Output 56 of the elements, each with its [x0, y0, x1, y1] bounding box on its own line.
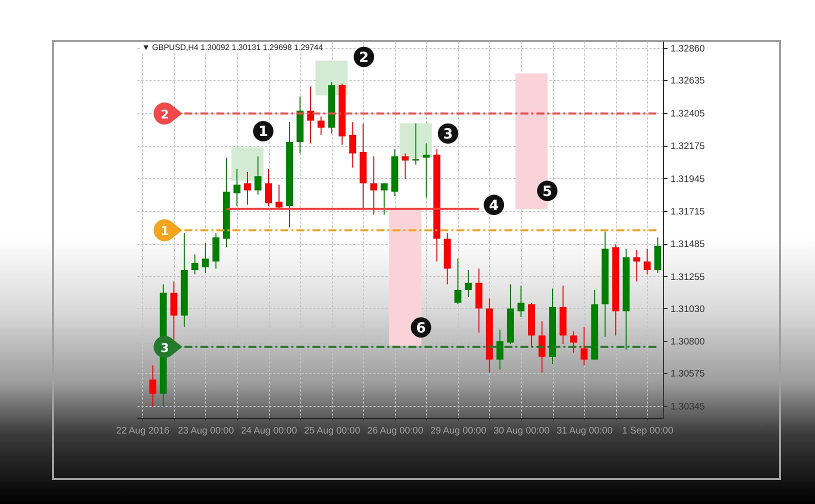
- candlestick: [380, 182, 388, 216]
- x-tick-label: 26 Aug 00:00: [367, 426, 424, 436]
- x-tick-label: 25 Aug 00:00: [304, 426, 360, 436]
- y-tick-label: 1.31945: [670, 174, 705, 185]
- candlestick: [276, 184, 282, 210]
- chart-title: ▼ GBPUSD,H4 1.30092 1.30131 1.29698 1.29744: [140, 42, 325, 53]
- candlestick: [633, 250, 640, 282]
- y-tick-label: 1.32405: [670, 108, 705, 120]
- candlestick: [170, 280, 178, 340]
- candlestick: [233, 168, 240, 207]
- candlestick: [318, 116, 325, 136]
- y-tick-label: 1.31715: [670, 206, 705, 218]
- x-tick-label: 29 Aug 00:00: [430, 426, 486, 436]
- candlestick: [518, 285, 524, 318]
- x-tick-label: 24 Aug 00:00: [241, 426, 297, 436]
- candlestick: [644, 248, 651, 275]
- candlestick: [349, 122, 356, 168]
- series-label: 6: [416, 320, 426, 336]
- candlestick: [570, 330, 578, 354]
- x-tick-label: 23 Aug 00:00: [178, 426, 234, 436]
- series-label: 1: [160, 224, 169, 238]
- y-tick-label: 1.32860: [670, 44, 705, 55]
- candlestick: [496, 329, 504, 370]
- candlestick: [202, 242, 209, 274]
- candlestick: [149, 364, 156, 408]
- candlestick: [191, 254, 198, 275]
- series-label: 3: [160, 340, 169, 355]
- y-tick-label: 1.31030: [670, 304, 705, 315]
- y-tick-label: 1.32635: [670, 76, 705, 87]
- candlestick: [454, 258, 462, 305]
- candlestick: [254, 156, 262, 196]
- x-tick-label: 1 Sep 00:00: [622, 426, 674, 436]
- y-tick-label: 1.30800: [670, 336, 705, 348]
- x-tick-label: 31 Aug 00:00: [556, 426, 613, 436]
- y-tick-label: 1.31485: [670, 239, 705, 250]
- series-label: 2: [160, 108, 169, 122]
- candlestick: [464, 270, 472, 298]
- y-tick-label: 1.30345: [670, 401, 705, 412]
- candlestick: [370, 156, 378, 216]
- series-label: 4: [489, 198, 500, 214]
- candlestick: [265, 168, 272, 207]
- y-tick-label: 1.30575: [670, 368, 705, 380]
- x-tick-label: 22 Aug 2016: [116, 426, 170, 436]
- candlestick: [412, 123, 420, 166]
- candlestick: [307, 86, 314, 144]
- candlestick: [580, 326, 588, 366]
- series-label: 3: [443, 126, 453, 143]
- series-label: 5: [542, 184, 552, 200]
- x-tick-label: 30 Aug 00:00: [493, 426, 550, 436]
- y-tick-label: 1.32175: [670, 141, 705, 152]
- y-tick-label: 1.31255: [670, 272, 705, 283]
- series-label: 2: [359, 50, 369, 66]
- candlestick: [538, 320, 546, 373]
- candlestick: [402, 152, 409, 180]
- series-label: 1: [258, 124, 268, 140]
- candlestick: [244, 171, 251, 206]
